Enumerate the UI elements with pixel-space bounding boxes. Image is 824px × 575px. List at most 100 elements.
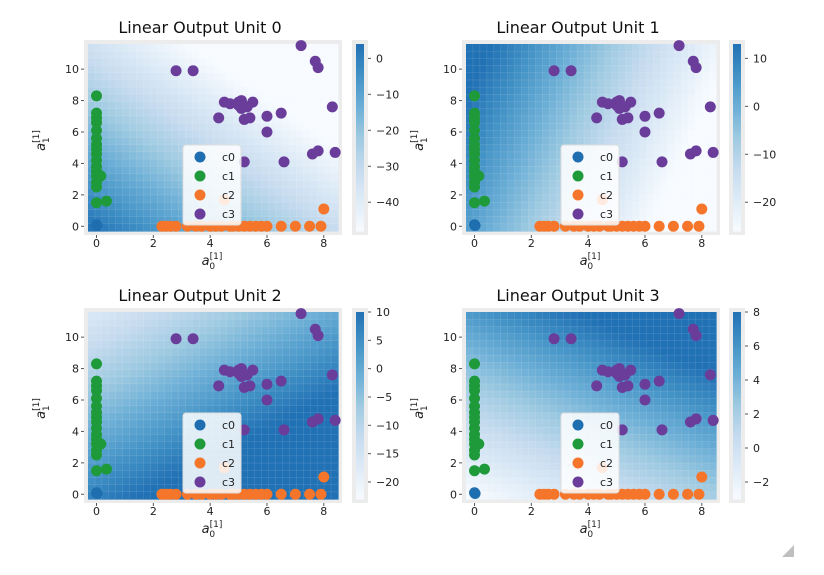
heatmap-cell [303, 319, 311, 327]
heatmap-cell [486, 455, 495, 464]
heatmap-cell [479, 383, 488, 392]
heatmap-cell [219, 312, 228, 320]
heatmap-cell [289, 216, 297, 225]
heatmap-cell [199, 51, 207, 59]
heatmap-cell [570, 319, 578, 327]
heatmap-cell [542, 202, 550, 211]
heatmap-cell [275, 209, 284, 218]
heatmap-cell [240, 355, 249, 363]
heatmap-cell [268, 312, 277, 320]
heatmap-cell [143, 419, 152, 428]
heatmap-cell [667, 470, 675, 479]
data-point-c3 [707, 146, 719, 158]
heatmap-cell [597, 312, 606, 320]
heatmap-cell [653, 434, 662, 443]
heatmap-cell [479, 419, 488, 428]
data-point-c3 [275, 107, 287, 119]
heatmap-cell [331, 159, 339, 167]
heatmap-cell [695, 115, 703, 124]
heatmap-cell [514, 79, 523, 88]
heatmap-cell [150, 333, 159, 342]
heatmap-cell [681, 137, 689, 146]
heatmap-cell [521, 51, 530, 59]
heatmap-cell [674, 216, 682, 225]
colorbar-segment [733, 206, 741, 210]
heatmap-cell [289, 123, 297, 131]
heatmap-cell [331, 209, 339, 218]
heatmap-cell [514, 470, 523, 479]
heatmap-cell [192, 319, 200, 327]
heatmap-cell [101, 65, 110, 74]
heatmap-cell [646, 312, 655, 320]
heatmap-cell [261, 419, 270, 428]
heatmap-cell [296, 333, 304, 342]
heatmap-cell [136, 166, 145, 175]
heatmap-cell [143, 173, 152, 182]
heatmap-cell [185, 58, 193, 67]
chart-title: Linear Output Unit 0 [118, 18, 281, 37]
heatmap-cell [157, 202, 165, 211]
heatmap-cell [164, 159, 172, 167]
heatmap-cell [486, 51, 495, 59]
heatmap-cell [584, 312, 592, 320]
heatmap-cell [702, 216, 710, 225]
heatmap-cell [528, 44, 537, 52]
heatmap-cell [101, 223, 110, 232]
heatmap-cell [171, 312, 179, 320]
colorbar-segment [356, 336, 364, 341]
heatmap-cell [206, 340, 214, 349]
heatmap-cell [178, 484, 186, 493]
heatmap-cell [549, 144, 557, 153]
data-point-c1 [95, 438, 107, 450]
heatmap-cell [296, 180, 304, 189]
heatmap-cell [94, 312, 103, 320]
heatmap-cell [591, 333, 599, 342]
heatmap-cell [296, 470, 304, 479]
heatmap-cell [282, 65, 290, 74]
heatmap-cell [702, 51, 710, 59]
heatmap-cell [542, 419, 550, 428]
heatmap-cell [296, 405, 304, 414]
heatmap-cell [479, 412, 488, 421]
heatmap-cell [653, 216, 662, 225]
heatmap-cell [597, 72, 606, 81]
heatmap-cell [466, 340, 474, 349]
heatmap-cell [597, 347, 606, 356]
heatmap-cell [233, 333, 242, 342]
heatmap-cell [115, 441, 124, 450]
data-point-c2 [682, 220, 694, 232]
heatmap-cell [695, 187, 703, 196]
heatmap-cell [171, 144, 179, 153]
heatmap-cell [178, 319, 186, 327]
colorbar-segment [733, 312, 741, 316]
heatmap-cell [709, 326, 717, 335]
heatmap-cell [528, 159, 537, 167]
heatmap-cell [632, 209, 641, 218]
heatmap-cell [500, 477, 509, 486]
colorbar-segment [733, 75, 741, 79]
heatmap-cell [639, 405, 648, 414]
heatmap-cell [108, 405, 117, 414]
heatmap-cell [178, 209, 186, 218]
heatmap-cell [157, 477, 165, 486]
heatmap-cell [479, 87, 488, 95]
heatmap-cell [275, 44, 284, 52]
heatmap-cell [108, 130, 117, 139]
resize-grip[interactable] [782, 545, 794, 557]
heatmap-cell [310, 216, 318, 225]
heatmap-cell [618, 209, 627, 218]
colorbar-segment [356, 492, 364, 497]
heatmap-cell [681, 405, 689, 414]
colorbar-tick-label: 4 [753, 374, 760, 387]
heatmap-cell [570, 405, 578, 414]
heatmap-cell [542, 434, 550, 443]
heatmap-cell [261, 58, 270, 67]
y-tick-label: 4 [72, 425, 79, 438]
heatmap-cell [171, 195, 179, 203]
heatmap-cell [296, 65, 304, 74]
heatmap-cell [289, 326, 297, 335]
heatmap-cell [240, 398, 249, 407]
data-point-c1 [469, 181, 481, 193]
heatmap-cell [331, 448, 339, 457]
heatmap-cell [108, 115, 117, 124]
